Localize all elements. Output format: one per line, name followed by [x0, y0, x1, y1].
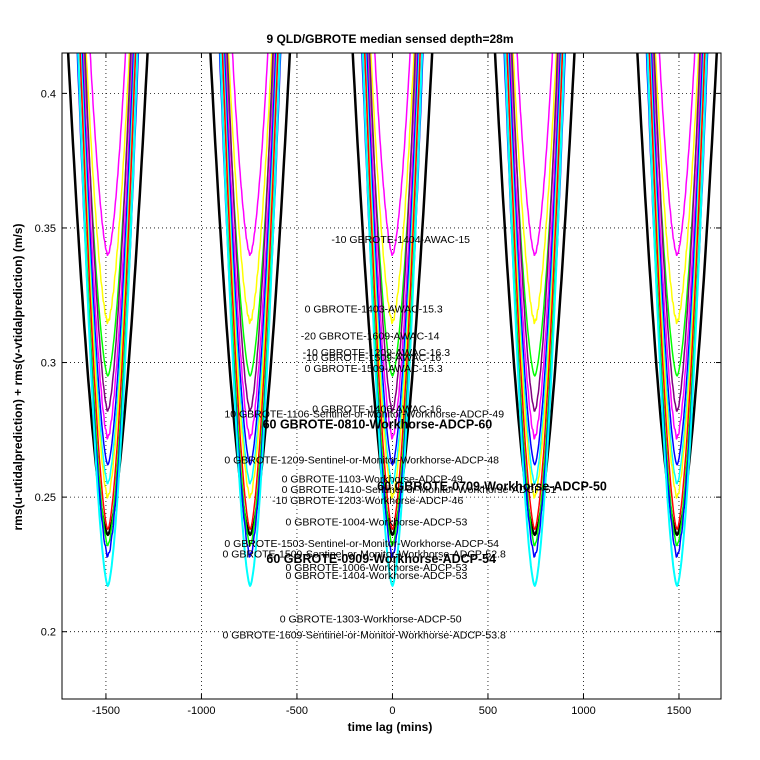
series-line [368, 53, 416, 412]
x-tick-label: 0 [389, 705, 395, 717]
series-line [370, 53, 415, 325]
annotation-label: 0 GBROTE-1410-Sentinel-or-Monitor-Workho… [282, 484, 557, 496]
series-line [365, 53, 420, 485]
series-line [223, 53, 277, 466]
series-line [231, 53, 269, 257]
series-line [653, 53, 701, 412]
series-line [506, 53, 564, 531]
y-tick-label: 0.4 [41, 88, 56, 100]
series-line [374, 53, 411, 257]
annotation-label: -20 GBROTE-1609-AWAC-14 [301, 331, 440, 343]
series-line [209, 53, 292, 537]
y-tick-label: 0.25 [35, 492, 56, 504]
series-line [504, 53, 566, 587]
chart-title: 9 QLD/GBROTE median sensed depth=28m [266, 32, 513, 46]
y-tick-label: 0.35 [35, 223, 56, 235]
series-line [85, 53, 131, 325]
annotation-label: 0 GBROTE-1509-Sentinel-or-Monitor-Workho… [222, 549, 506, 561]
x-tick-label: 1000 [571, 705, 595, 717]
series-line [227, 53, 273, 325]
series-line [512, 53, 558, 325]
series-line [351, 53, 434, 537]
series-line [66, 53, 149, 537]
annotation-label: 0 GBROTE-1303-Workhorse-ADCP-50 [280, 613, 462, 625]
plot-frame [61, 52, 722, 700]
series-line [89, 53, 127, 257]
y-tick-label: 0.3 [41, 358, 56, 370]
annotation-label: 0 GBROTE-1406-AWAC-16 [312, 403, 442, 415]
annotation-label: -10 GBROTE-1404-AWAC-15 [331, 234, 470, 246]
series-line [516, 53, 554, 257]
x-tick-label: -1500 [92, 705, 120, 717]
annotation-label: -10 GBROTE-1209-AWAC-16.3 [303, 347, 451, 359]
annotations: -10 GBROTE-1404-AWAC-15 0 GBROTE-1403-AWA… [222, 234, 606, 642]
x-axis-label: time lag (mins) [348, 720, 433, 734]
annotation-label: 0 GBROTE-1503-Sentinel-or-Monitor-Workho… [224, 538, 499, 550]
series-line [508, 53, 562, 466]
series-line [654, 53, 700, 325]
series-line [226, 53, 274, 412]
annotation-label: 0 GBROTE-1404-Workhorse-ADCP-53 [285, 570, 467, 582]
annotation-label: 0 GBROTE-1509-AWAC-15.3 [305, 363, 443, 375]
x-tick-label: 500 [479, 705, 497, 717]
series-line [646, 53, 708, 587]
annotation-label: -10 GBROTE-1509-AWAC-16 [303, 352, 442, 364]
series-line [221, 53, 279, 531]
series-line [648, 53, 706, 531]
series-line [84, 53, 132, 412]
annotation-label: 0 GBROTE-1103-Workhorse-ADCP-49 [282, 473, 463, 485]
series-line [651, 53, 703, 440]
series-line [650, 53, 704, 466]
series-line [636, 53, 719, 537]
series-line [493, 53, 576, 537]
series-line [81, 53, 135, 466]
series-line [649, 53, 705, 485]
series-line [507, 53, 563, 485]
annotation-label: -10 GBROTE-1203-Workhorse-ADCP-46 [272, 495, 463, 507]
series-line [366, 53, 419, 466]
y-tick-label: 0.2 [41, 627, 56, 639]
axis-ticks: -1500 -1000 -500 0 500 1000 1500 0.2 0.25 0.3 0.35… [35, 53, 721, 717]
annotation-label: 0 GBROTE-1004-Workhorse-ADCP-53 [285, 516, 467, 528]
series-line [79, 53, 137, 531]
series-lines [66, 53, 719, 587]
annotation-label: 60 GBROTE-0909-Workhorse-ADCP-54 [266, 552, 496, 566]
series-line [511, 53, 559, 412]
series-line [222, 53, 278, 485]
grid-lines [62, 53, 721, 699]
x-tick-label: 1500 [667, 705, 691, 717]
y-axis-label: rms(u-utidalprediction) + rms(v-vtidalpr… [11, 223, 25, 530]
x-tick-label: -500 [286, 705, 308, 717]
annotation-label: 0 GBROTE-1609-Sentinel-or-Monitor-Workho… [222, 629, 506, 641]
annotation-label: 10 GBROTE-1106-Sentinel-or-Monitor-Workh… [224, 409, 504, 421]
series-line [366, 53, 418, 440]
series-line [658, 53, 696, 257]
series-line [361, 53, 424, 587]
series-line [219, 53, 281, 587]
series-line [80, 53, 136, 485]
series-line [363, 53, 421, 531]
series-line [509, 53, 561, 440]
series-line [82, 53, 134, 440]
annotation-label: 0 GBROTE-1209-Sentinel-or-Monitor-Workho… [224, 454, 499, 466]
annotation-label: 60 GBROTE-0709-Workhorse-ADCP-50 [377, 479, 607, 493]
series-line [224, 53, 276, 440]
annotation-label: 0 GBROTE-1403-AWAC-15.3 [305, 304, 443, 316]
x-tick-label: -1000 [187, 705, 215, 717]
annotation-label: 0 GBROTE-1006-Workhorse-ADCP-53 [285, 562, 467, 574]
annotation-label: 60 GBROTE-0810-Workhorse-ADCP-60 [263, 417, 493, 431]
series-line [77, 53, 139, 587]
